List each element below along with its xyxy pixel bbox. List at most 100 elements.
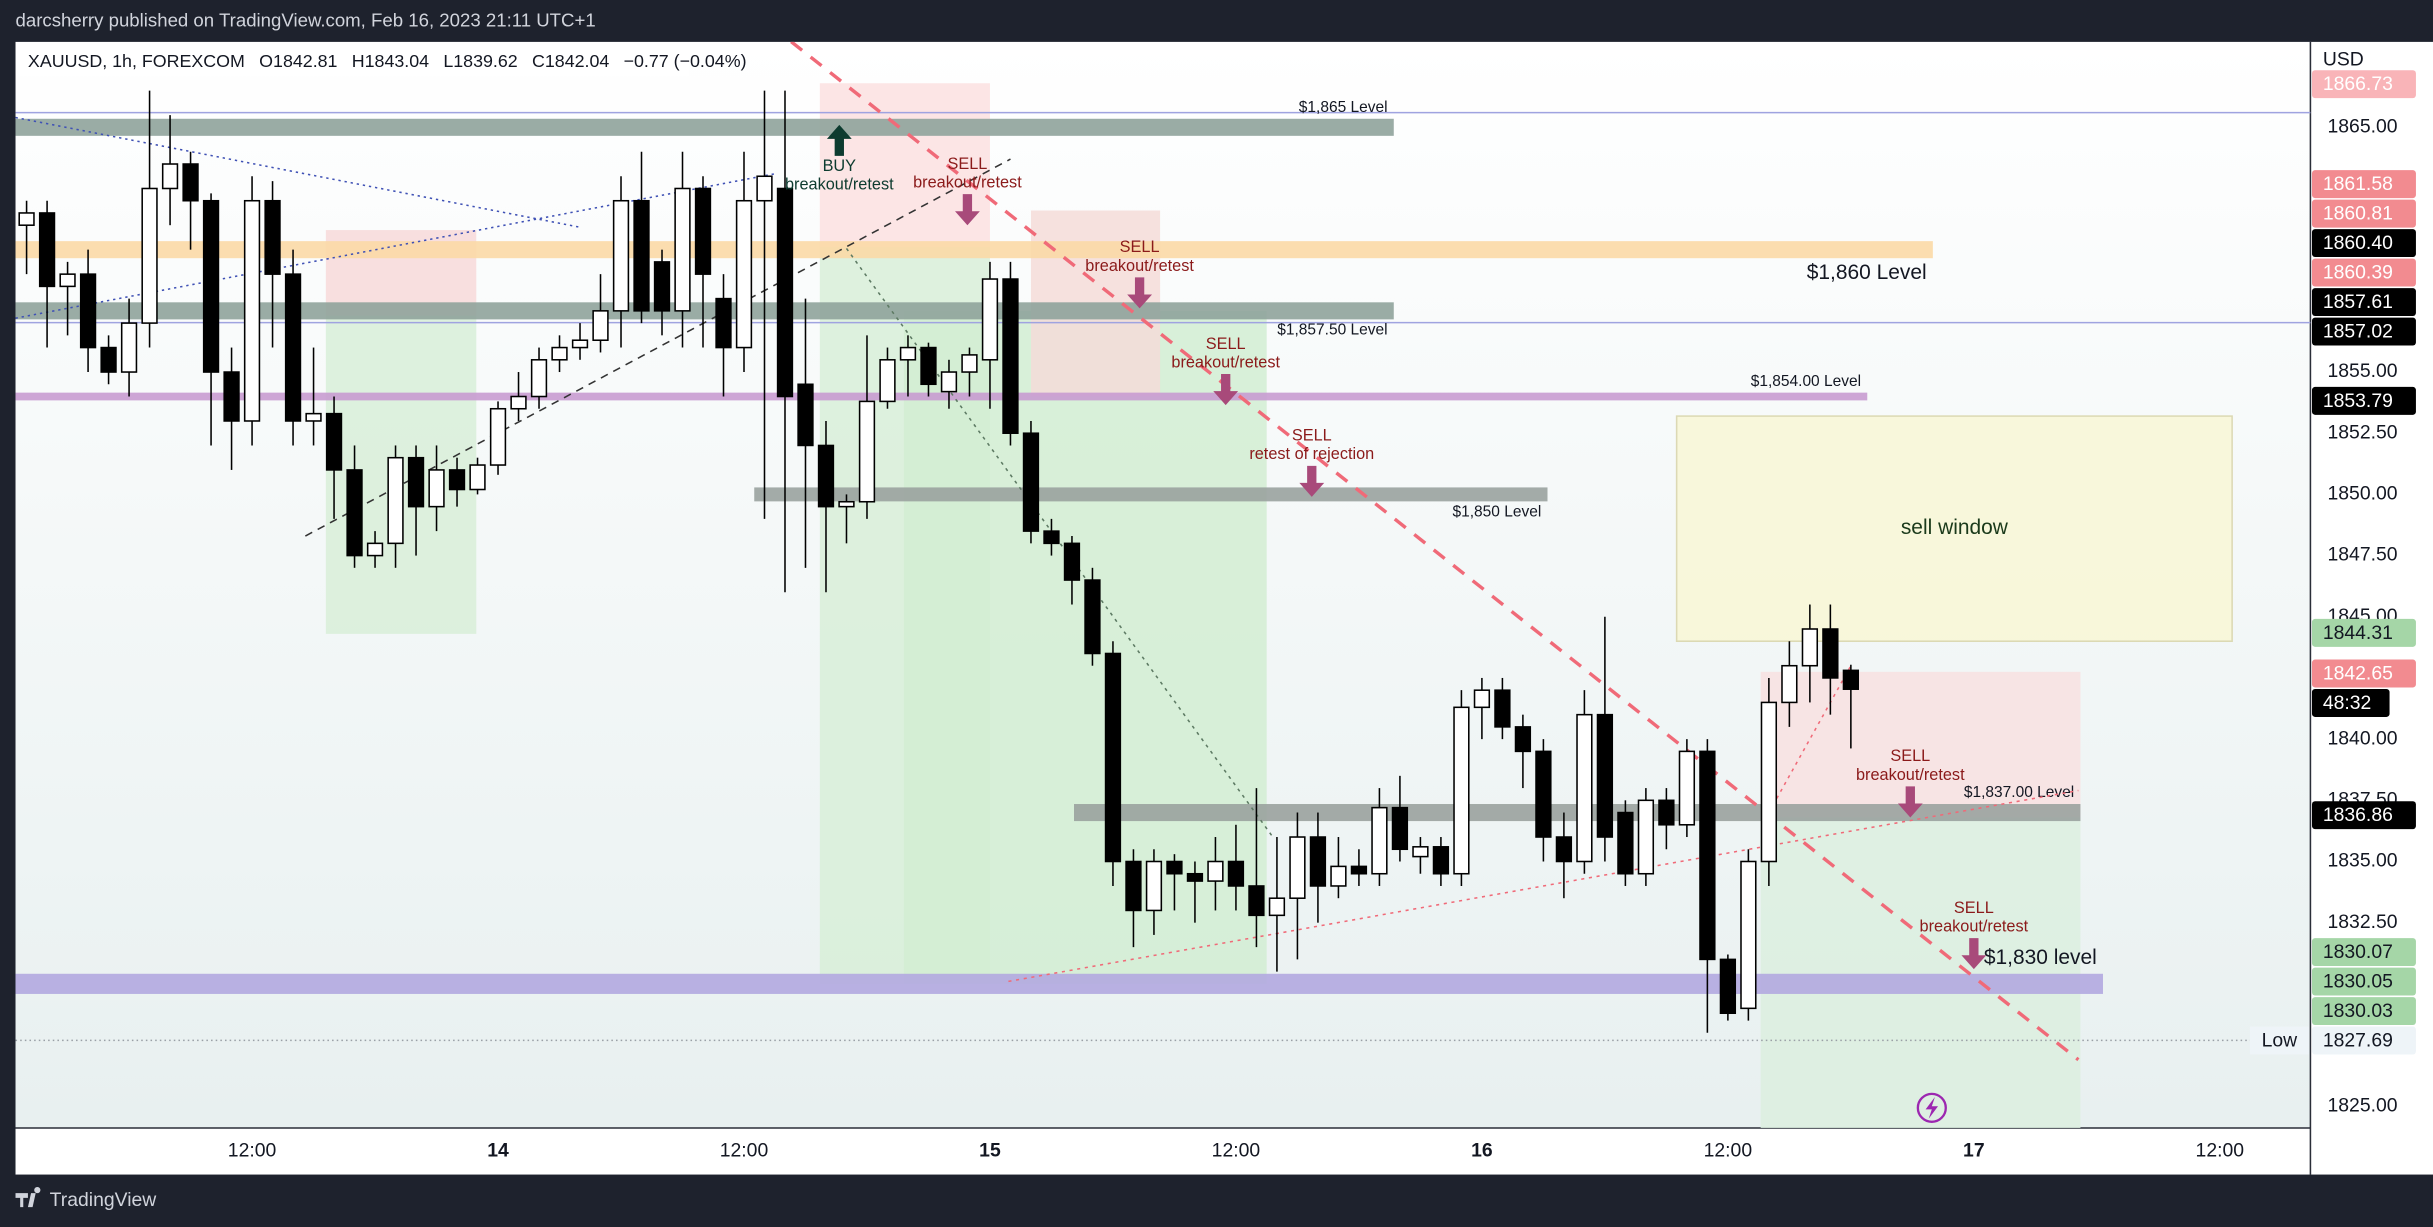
alert-circle[interactable] <box>1916 1092 1947 1123</box>
annotation-arrow <box>1897 786 1923 818</box>
legend-text: XAUUSD, 1h, FOREXCOM O1842.81 H1843.04 L… <box>28 51 747 71</box>
price-tag-title-bg <box>2249 1026 2309 1055</box>
legend-symbol: XAUUSD, 1h, FOREXCOM <box>28 51 245 71</box>
candle-body <box>1514 726 1532 753</box>
candle-body <box>1822 628 1839 679</box>
annotation-text: breakout/retest <box>1171 353 1280 371</box>
candle-body <box>879 359 896 403</box>
annotation-text: SELL <box>1890 747 1930 765</box>
candle-body <box>838 500 855 508</box>
annotation-arrow <box>1213 374 1239 406</box>
candle-body <box>489 407 507 466</box>
price-tag-label: 1857.02 <box>2323 320 2393 342</box>
annotation-text: SELL <box>1954 899 1994 917</box>
price-tag <box>2311 199 2416 228</box>
trendline <box>845 247 1274 838</box>
candle-body <box>1596 713 1614 838</box>
candle-body <box>1535 750 1552 838</box>
level-band <box>15 392 1868 401</box>
candle-body <box>1166 860 1183 875</box>
candle-body <box>264 199 281 275</box>
annotation-text: breakout/retest <box>1856 766 1965 784</box>
candle-body <box>161 163 179 190</box>
level-band <box>15 241 1933 259</box>
candle-body <box>1699 750 1716 961</box>
candle-body <box>1412 846 1429 858</box>
price-tag-label: 1842.65 <box>2323 662 2393 684</box>
annotation-text: breakout/retest <box>1085 257 1194 275</box>
level-band <box>754 487 1548 502</box>
candle-body <box>858 400 876 503</box>
legend-change: −0.77 (−0.04%) <box>624 51 747 71</box>
annotation-arrow <box>955 194 980 226</box>
overlay: 1865.001855.001852.501850.001847.501845.… <box>228 70 2416 1161</box>
candle-body <box>1617 811 1634 875</box>
price-tag-label: 1844.31 <box>2323 622 2393 644</box>
legend: XAUUSD, 1h, FOREXCOM O1842.81 H1843.04 L… <box>18 48 747 77</box>
candle-body <box>1248 885 1265 917</box>
candle-body <box>182 163 199 202</box>
countdown-tag <box>2311 689 2390 717</box>
alert-icon[interactable] <box>1916 1092 1947 1123</box>
x-tick-label: 12:00 <box>1704 1139 1753 1161</box>
price-tag <box>2311 70 2416 99</box>
legend-bg <box>18 48 689 77</box>
annotation-text: SELL <box>1206 335 1246 353</box>
time-axis <box>15 1128 2311 1175</box>
candle-body <box>448 469 466 491</box>
y-tick-label: 1832.50 <box>2327 911 2397 933</box>
candle-body <box>1494 689 1511 728</box>
candle-body <box>366 542 384 557</box>
candle-body <box>305 412 322 422</box>
candle-body <box>1043 530 1060 545</box>
brand-logo <box>15 1186 41 1208</box>
candle-body <box>428 469 445 508</box>
x-tick-label: 12:00 <box>720 1139 769 1161</box>
candle-body <box>551 346 568 361</box>
brand-name: TradingView <box>50 1189 158 1211</box>
annotation-text: retest of rejection <box>1249 445 1374 463</box>
candle-body <box>899 346 917 361</box>
plot: sell window $1,865 Level $1,860 Level $1,85… <box>15 41 2311 1129</box>
annotation-arrow <box>1961 938 1987 970</box>
candle-body <box>1371 806 1388 875</box>
candle-body <box>1555 836 1573 863</box>
price-tag <box>2311 258 2416 287</box>
price-tag <box>2311 170 2416 199</box>
price-tag-label: 1860.81 <box>2323 203 2393 225</box>
level-band <box>15 118 1394 136</box>
countdown-label: 48:32 <box>2323 692 2372 714</box>
candle-body <box>325 412 343 471</box>
candle-body <box>1637 799 1655 875</box>
price-tag-label: 1860.39 <box>2323 261 2393 283</box>
annotation-text: breakout/retest <box>785 176 894 194</box>
candle-body <box>530 359 548 398</box>
legend-close: C1842.04 <box>532 51 609 71</box>
candle-body <box>1145 860 1163 912</box>
candle-body <box>1330 865 1347 887</box>
price-tag-label: 1830.07 <box>2323 941 2393 963</box>
candle-body <box>100 346 117 373</box>
annotation-text: breakout/retest <box>913 174 1022 192</box>
price-tag <box>2311 386 2416 415</box>
level-label: $1,850 Level <box>1453 503 1542 520</box>
price-tag-label: 1857.61 <box>2323 291 2393 313</box>
candle-body <box>469 464 486 491</box>
price-tag <box>2311 317 2416 346</box>
brand: TradingView <box>15 1186 158 1211</box>
alert-bolt[interactable] <box>1925 1096 1939 1119</box>
candle-body <box>223 371 240 422</box>
candle-body <box>592 310 609 341</box>
price-tag <box>2311 288 2416 317</box>
x-tick-label: 12:00 <box>1212 1139 1261 1161</box>
level-label: $1,860 Level <box>1807 261 1927 284</box>
candle-body <box>756 175 773 202</box>
candle-body <box>407 456 425 508</box>
trendline <box>790 41 2080 1062</box>
y-tick-label: 1840.00 <box>2327 727 2397 749</box>
price-tag-label: 1853.79 <box>2323 390 2393 412</box>
zone <box>1760 671 2081 818</box>
candle-body <box>202 199 220 373</box>
y-tick-label: 1825.00 <box>2327 1094 2397 1116</box>
